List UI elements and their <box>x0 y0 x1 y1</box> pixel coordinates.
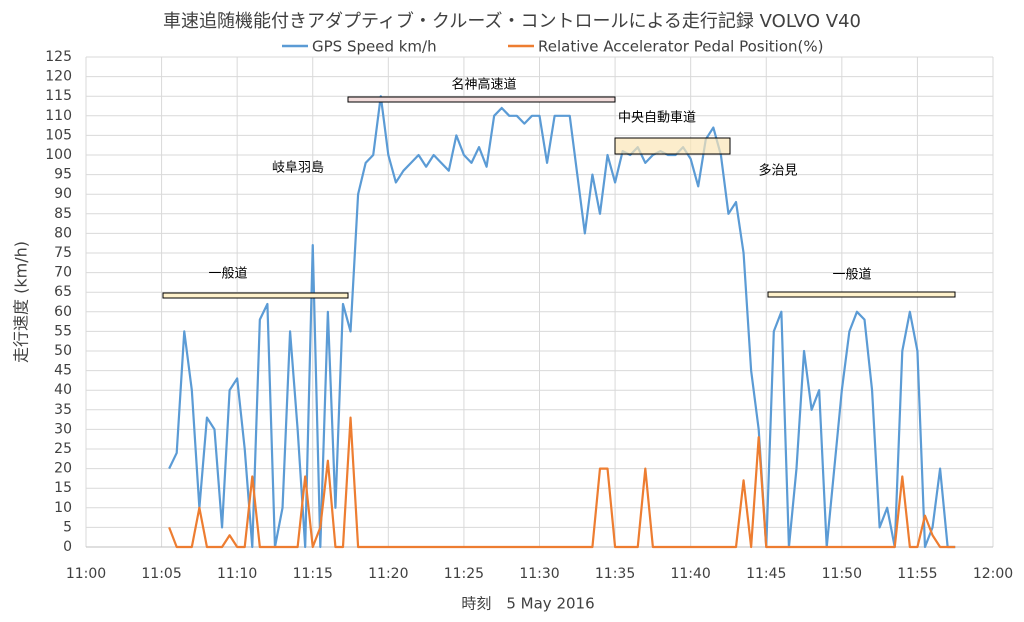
y-tick-label: 10 <box>54 500 72 516</box>
x-axis-label: 時刻 5 May 2016 <box>461 595 594 613</box>
y-tick-label: 75 <box>54 245 72 261</box>
y-tick-label: 55 <box>54 323 72 339</box>
road-bar <box>614 137 731 155</box>
annotation: 中央自動車道 <box>618 111 696 126</box>
y-tick-label: 115 <box>45 88 72 104</box>
y-tick-label: 50 <box>54 343 72 359</box>
plot-area: 0 5 10 15 20 25 30 35 40 45 50 55 60 65 70 75 80 85 90 95 10… <box>45 49 1013 582</box>
y-tick-label: 40 <box>54 382 72 398</box>
series-line <box>168 416 956 549</box>
y-tick-label: 45 <box>54 363 72 379</box>
annotation: 岐阜羽島 <box>272 160 324 176</box>
y-tick-label: 125 <box>45 49 72 65</box>
x-tick-label: 11:45 <box>746 566 786 582</box>
x-tick-label: 11:00 <box>66 566 106 582</box>
y-tick-label: 15 <box>54 480 72 496</box>
legend-label: Relative Accelerator Pedal Position(%) <box>538 38 823 56</box>
chart-title: 車速追随機能付きアダプティブ・クルーズ・コントロールによる走行記録 VOLVO … <box>163 10 861 32</box>
x-tick-label: 11:30 <box>519 566 559 582</box>
annotation: 一般道 <box>208 266 247 282</box>
annotation: 名神高速道 <box>451 77 516 93</box>
y-tick-label: 85 <box>54 206 72 222</box>
x-tick-label: 12:00 <box>973 566 1013 582</box>
y-tick-label: 105 <box>45 127 72 143</box>
x-tick-label: 11:40 <box>670 566 710 582</box>
y-tick-label: 60 <box>54 304 72 320</box>
x-tick-label: 11:10 <box>217 566 257 582</box>
y-tick-label: 5 <box>63 519 72 535</box>
annotations: 一般道 名神高速道 中央自動車道 一般道 岐阜羽島 多治見 <box>162 77 956 299</box>
x-tick-label: 11:35 <box>595 566 635 582</box>
x-tick-label: 11:55 <box>897 566 937 582</box>
x-tick-label: 11:50 <box>822 566 862 582</box>
y-tick-label: 80 <box>54 225 72 241</box>
y-tick-label: 30 <box>54 421 72 437</box>
road-bar <box>347 96 616 103</box>
annotation: 多治見 <box>758 163 797 179</box>
series-line <box>168 95 956 549</box>
y-tick-label: 35 <box>54 402 72 418</box>
y-tick-label: 120 <box>45 69 72 85</box>
y-tick-label: 100 <box>45 147 72 163</box>
legend-label: GPS Speed km/h <box>312 38 437 56</box>
y-tick-label: 110 <box>45 108 72 124</box>
y-tick-label: 65 <box>54 284 72 300</box>
x-tick-label: 11:05 <box>141 566 181 582</box>
y-tick-label: 90 <box>54 186 72 202</box>
road-bar <box>767 291 956 298</box>
annotation: 一般道 <box>832 267 871 283</box>
y-tick-label: 70 <box>54 265 72 281</box>
x-tick-label: 11:25 <box>444 566 484 582</box>
y-tick-label: 0 <box>63 539 72 555</box>
legend: GPS Speed km/h Relative Accelerator Pedal… <box>282 38 823 56</box>
x-tick-label: 11:15 <box>293 566 333 582</box>
x-tick-label: 11:20 <box>368 566 408 582</box>
y-tick-label: 20 <box>54 461 72 477</box>
y-tick-label: 95 <box>54 167 72 183</box>
road-bar <box>162 292 349 299</box>
y-tick-label: 25 <box>54 441 72 457</box>
y-axis-label: 走行速度 (km/h) <box>12 241 31 363</box>
